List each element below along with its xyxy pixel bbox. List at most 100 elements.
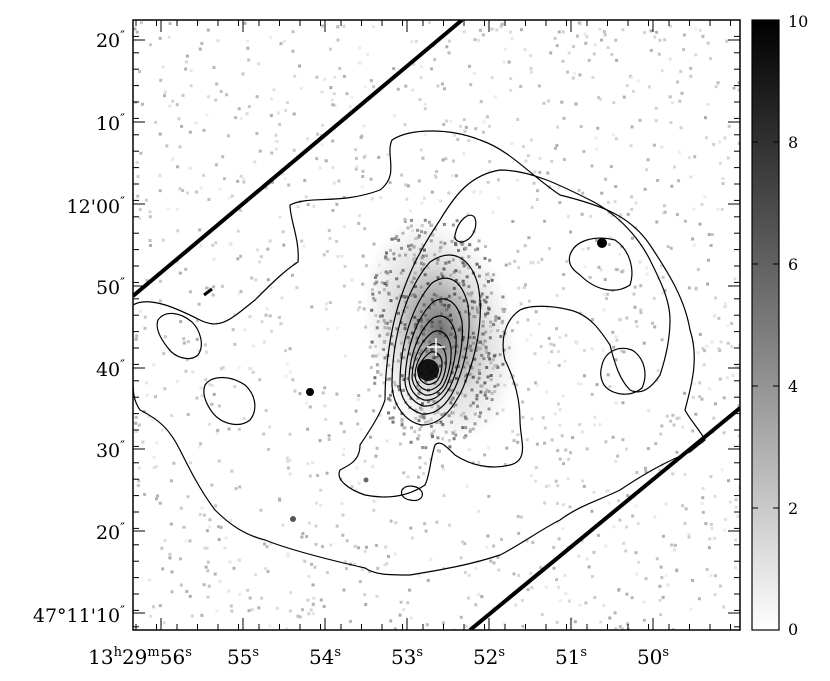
- noise-pixel: [329, 47, 332, 51]
- noise-pixel: [710, 340, 714, 344]
- noise-pixel: [578, 603, 582, 607]
- noise-pixel: [169, 522, 173, 526]
- noise-pixel: [654, 106, 658, 110]
- noise-pixel: [512, 572, 516, 576]
- noise-pixel: [291, 49, 295, 53]
- noise-pixel: [274, 147, 278, 151]
- noise-pixel: [356, 397, 360, 401]
- noise-pixel: [423, 102, 427, 106]
- noise-pixel: [316, 474, 320, 477]
- noise-pixel: [587, 565, 591, 569]
- noise-pixel: [595, 238, 598, 242]
- noise-pixel: [521, 624, 525, 628]
- noise-pixel: [517, 531, 521, 535]
- noise-pixel: [165, 144, 169, 148]
- noise-pixel: [345, 92, 349, 96]
- noise-pixel: [223, 177, 226, 181]
- noise-pixel: [134, 337, 138, 341]
- noise-pixel: [369, 177, 373, 181]
- noise-pixel: [691, 395, 695, 399]
- noise-pixel: [143, 315, 147, 319]
- noise-pixel: [655, 30, 659, 34]
- noise-pixel: [388, 416, 392, 420]
- noise-pixel: [584, 601, 588, 605]
- noise-pixel: [714, 574, 717, 578]
- noise-pixel: [136, 194, 140, 198]
- noise-pixel: [660, 576, 664, 580]
- noise-pixel: [387, 397, 391, 401]
- noise-pixel: [547, 361, 551, 364]
- noise-pixel: [363, 549, 367, 553]
- noise-pixel: [600, 38, 603, 42]
- noise-pixel: [410, 426, 413, 430]
- noise-pixel: [517, 573, 521, 577]
- noise-pixel: [555, 143, 559, 147]
- noise-pixel: [515, 383, 518, 387]
- noise-pixel: [717, 316, 721, 320]
- noise-pixel: [736, 514, 740, 518]
- noise-pixel: [362, 124, 366, 128]
- colorbar-label-4: 4: [788, 377, 798, 396]
- noise-pixel: [519, 28, 523, 32]
- noise-pixel: [399, 600, 403, 604]
- contour-inner-1: [391, 254, 481, 426]
- noise-pixel: [557, 402, 560, 406]
- noise-pixel: [647, 409, 651, 413]
- noise-pixel: [155, 441, 159, 445]
- noise-pixel: [274, 133, 278, 137]
- noise-pixel: [227, 242, 231, 246]
- noise-pixel: [704, 522, 708, 526]
- noise-pixel: [229, 604, 233, 608]
- noise-pixel: [289, 591, 293, 595]
- noise-pixel: [617, 588, 621, 592]
- noise-pixel: [615, 338, 619, 342]
- noise-pixel: [342, 453, 345, 457]
- noise-pixel: [210, 402, 214, 406]
- noise-pixel: [502, 60, 506, 64]
- noise-pixel: [571, 436, 575, 440]
- noise-pixel: [707, 546, 711, 550]
- noise-pixel: [272, 88, 276, 92]
- noise-pixel: [691, 579, 694, 582]
- noise-pixel: [630, 207, 634, 211]
- noise-pixel: [291, 30, 295, 34]
- noise-pixel: [675, 450, 679, 454]
- noise-pixel: [703, 195, 707, 199]
- noise-pixel: [188, 130, 192, 134]
- noise-pixel: [333, 103, 337, 107]
- noise-pixel: [624, 549, 628, 553]
- noise-pixel: [154, 120, 158, 124]
- noise-pixel: [630, 125, 634, 129]
- noise-pixel: [202, 513, 206, 517]
- noise-pixel: [568, 505, 572, 509]
- noise-pixel: [323, 386, 327, 390]
- noise-pixel: [642, 600, 646, 604]
- noise-pixel: [350, 278, 354, 282]
- noise-pixel: [404, 183, 408, 187]
- noise-pixel: [609, 165, 613, 169]
- noise-pixel: [424, 133, 428, 136]
- noise-pixel: [195, 337, 199, 341]
- ra-label-6: 50s: [637, 645, 669, 669]
- noise-pixel: [552, 546, 556, 549]
- noise-pixel: [136, 175, 140, 179]
- noise-pixel: [712, 416, 716, 420]
- noise-pixel: [172, 461, 176, 465]
- noise-pixel: [250, 276, 254, 280]
- contour-inner-2: [399, 277, 470, 415]
- noise-pixel: [533, 352, 537, 356]
- noise-pixel: [274, 139, 278, 143]
- noise-pixel: [230, 609, 234, 613]
- noise-pixel: [392, 67, 396, 71]
- noise-pixel: [511, 220, 515, 223]
- noise-pixel: [615, 58, 619, 62]
- noise-pixel: [329, 86, 333, 89]
- noise-pixel: [387, 554, 390, 558]
- noise-pixel: [270, 151, 274, 155]
- noise-pixel: [737, 404, 740, 408]
- noise-pixel: [178, 557, 182, 561]
- noise-pixel: [463, 129, 467, 133]
- noise-pixel: [716, 81, 720, 85]
- noise-pixel: [726, 341, 730, 345]
- noise-pixel: [520, 515, 523, 519]
